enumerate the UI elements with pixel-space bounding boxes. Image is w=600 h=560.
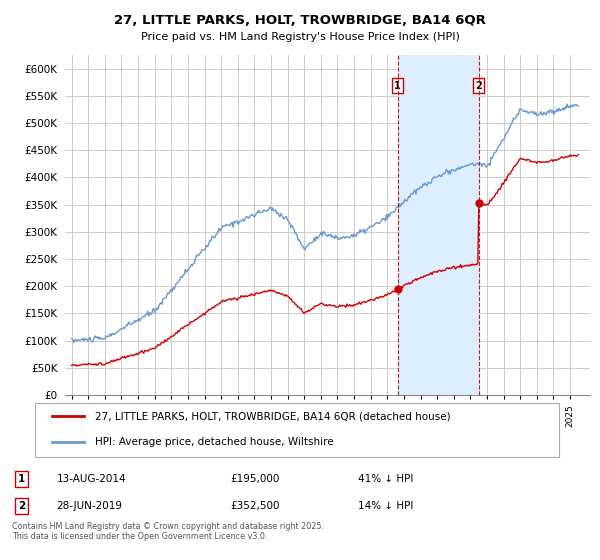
Text: 41% ↓ HPI: 41% ↓ HPI — [358, 474, 413, 484]
Text: Contains HM Land Registry data © Crown copyright and database right 2025.
This d: Contains HM Land Registry data © Crown c… — [12, 522, 324, 542]
Text: 28-JUN-2019: 28-JUN-2019 — [56, 501, 122, 511]
Text: 27, LITTLE PARKS, HOLT, TROWBRIDGE, BA14 6QR (detached house): 27, LITTLE PARKS, HOLT, TROWBRIDGE, BA14… — [95, 411, 451, 421]
Text: 2: 2 — [475, 81, 482, 91]
Text: 13-AUG-2014: 13-AUG-2014 — [56, 474, 126, 484]
Text: 27, LITTLE PARKS, HOLT, TROWBRIDGE, BA14 6QR: 27, LITTLE PARKS, HOLT, TROWBRIDGE, BA14… — [114, 14, 486, 27]
Text: Price paid vs. HM Land Registry's House Price Index (HPI): Price paid vs. HM Land Registry's House … — [140, 32, 460, 42]
Bar — [398, 55, 479, 395]
Text: 14% ↓ HPI: 14% ↓ HPI — [358, 501, 413, 511]
Text: £195,000: £195,000 — [230, 474, 280, 484]
Text: £352,500: £352,500 — [230, 501, 280, 511]
Text: 1: 1 — [394, 81, 401, 91]
Text: 2: 2 — [18, 501, 25, 511]
Text: 1: 1 — [18, 474, 25, 484]
Text: HPI: Average price, detached house, Wiltshire: HPI: Average price, detached house, Wilt… — [95, 437, 334, 447]
